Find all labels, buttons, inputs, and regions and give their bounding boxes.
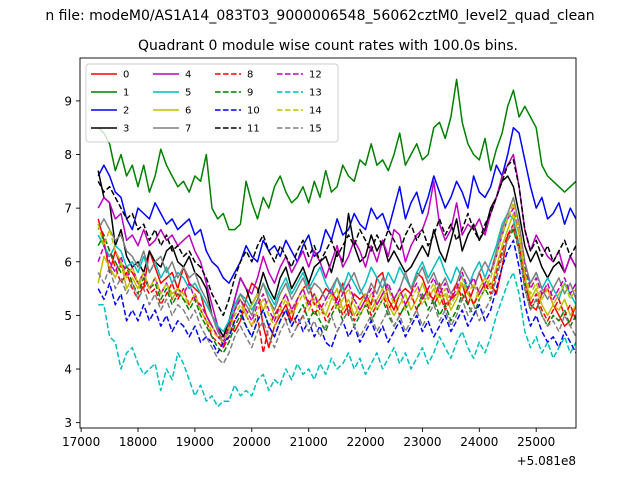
series-line-10 <box>97 239 576 354</box>
series-line-15 <box>97 223 576 365</box>
series-line-13 <box>98 271 576 408</box>
legend-label-10: 10 <box>247 106 260 117</box>
series-line-1 <box>97 78 576 231</box>
legend-label-4: 4 <box>185 70 191 81</box>
y-tick-label: 4 <box>64 363 72 377</box>
x-tick-label: 23000 <box>403 435 441 449</box>
x-tick-label: 19000 <box>176 435 214 449</box>
legend-label-15: 15 <box>309 124 322 135</box>
y-axis: 3 4 5 6 7 8 9 <box>64 94 80 430</box>
x-tick-label: 21000 <box>290 435 328 449</box>
x-tick-label: 25000 <box>517 435 555 449</box>
x-tick-label: 18000 <box>119 435 157 449</box>
legend-label-14: 14 <box>309 106 322 117</box>
x-tick-label: 24000 <box>460 435 498 449</box>
series-layer <box>97 78 576 408</box>
series-line-12 <box>97 207 576 343</box>
series-line-7 <box>97 196 576 343</box>
legend-label-6: 6 <box>185 106 191 117</box>
legend-label-1: 1 <box>123 88 129 99</box>
legend-label-11: 11 <box>247 124 260 135</box>
legend-label-5: 5 <box>185 88 191 99</box>
series-line-14 <box>97 202 576 343</box>
x-axis: 17000 18000 19000 20000 21000 22000 23000 24000… <box>62 428 555 449</box>
x-tick-label: 17000 <box>62 435 100 449</box>
y-tick-label: 7 <box>64 202 72 216</box>
legend-label-13: 13 <box>309 88 322 99</box>
figure-suptitle: n file: modeM0/AS1A14_083T03_9000006548_… <box>45 8 594 24</box>
legend-label-0: 0 <box>123 70 129 81</box>
legend-label-3: 3 <box>123 124 129 135</box>
series-line-8 <box>97 223 576 354</box>
series-line-11 <box>97 159 576 317</box>
legend-box <box>85 63 339 143</box>
chart-title: Quadrant 0 module wise count rates with … <box>138 38 518 54</box>
y-tick-label: 3 <box>64 416 72 430</box>
legend-label-7: 7 <box>185 124 191 135</box>
x-axis-offset-label: +5.081e8 <box>517 454 576 468</box>
legend-label-8: 8 <box>247 70 253 81</box>
x-tick-label: 20000 <box>233 435 271 449</box>
y-tick-label: 9 <box>64 94 72 108</box>
y-tick-label: 5 <box>64 309 72 323</box>
plot-frame <box>79 57 577 429</box>
series-line-2 <box>97 126 576 284</box>
legend-label-2: 2 <box>123 106 129 117</box>
x-tick-label: 22000 <box>346 435 384 449</box>
legend-label-9: 9 <box>247 88 253 99</box>
y-tick-label: 6 <box>64 255 72 269</box>
y-tick-label: 8 <box>64 148 72 162</box>
legend-label-12: 12 <box>309 70 322 81</box>
series-line-3 <box>97 170 576 338</box>
